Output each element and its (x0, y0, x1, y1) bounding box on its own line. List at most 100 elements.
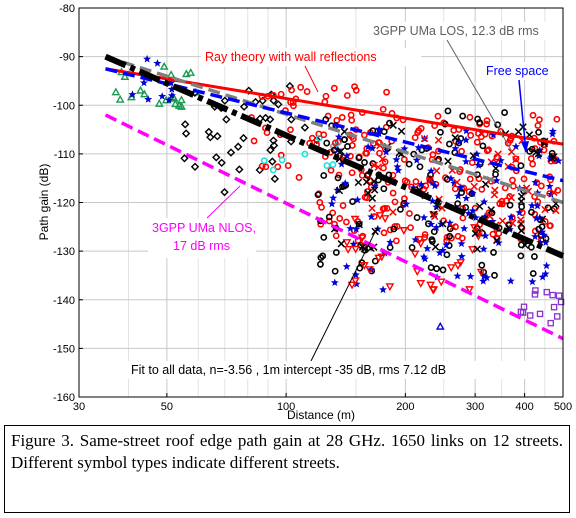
data-point (365, 266, 375, 275)
data-point (552, 206, 560, 215)
data-point (409, 183, 418, 192)
data-point (506, 201, 514, 209)
data-point (389, 189, 397, 197)
data-point (509, 176, 516, 184)
data-point (320, 233, 328, 241)
data-point (518, 203, 526, 211)
data-point (374, 163, 382, 171)
annotation-ray-theory: Ray theory with wall reflections (201, 48, 421, 93)
data-point (538, 272, 547, 281)
data-point (470, 224, 479, 233)
data-point (517, 192, 526, 201)
data-point (483, 117, 491, 125)
data-point (343, 92, 351, 99)
data-point (222, 115, 231, 124)
data-point (474, 115, 482, 123)
model-line-fit-to-all-data (104, 53, 565, 259)
data-point (453, 178, 461, 186)
data-point (403, 178, 411, 186)
data-point (181, 129, 191, 138)
data-point (446, 174, 455, 183)
x-axis-label: Distance (m) (287, 408, 355, 422)
data-point (270, 174, 280, 184)
data-point (362, 149, 370, 157)
data-point (368, 204, 376, 213)
y-tick-label: -150 (53, 343, 75, 355)
data-point (550, 188, 558, 197)
data-point (434, 136, 443, 144)
data-point (220, 96, 230, 105)
data-point (494, 150, 502, 158)
data-point (337, 147, 345, 156)
data-point (392, 155, 401, 164)
data-point (542, 261, 551, 270)
data-point (473, 245, 482, 253)
data-point (417, 180, 426, 188)
data-point (431, 243, 440, 251)
data-point (389, 208, 397, 216)
data-point (258, 162, 266, 170)
data-point (389, 121, 397, 129)
data-point (479, 244, 488, 253)
data-point (287, 126, 294, 134)
data-point (462, 135, 470, 144)
data-point (439, 220, 447, 228)
data-point (412, 178, 420, 186)
data-point (459, 112, 467, 120)
data-point (375, 124, 384, 133)
data-point (531, 253, 538, 260)
data-point (512, 155, 520, 164)
data-point (529, 270, 537, 277)
data-point (120, 72, 130, 80)
data-point (380, 215, 390, 224)
data-point (444, 157, 452, 165)
x-tick-label: 200 (396, 401, 414, 413)
data-point (446, 264, 456, 273)
data-point (261, 113, 270, 123)
data-point (217, 158, 226, 167)
data-point (541, 269, 550, 278)
data-point (451, 185, 459, 193)
data-point (470, 182, 478, 191)
data-point (548, 129, 557, 138)
y-tick-label: -80 (59, 3, 75, 15)
data-point (432, 167, 441, 175)
data-point (462, 157, 470, 166)
data-point (166, 70, 176, 78)
data-point (515, 208, 524, 216)
annotation-fit-text: Fit to all data, n=-3.56 , 1m intercept … (131, 363, 446, 377)
data-point (490, 249, 497, 256)
data-point (390, 225, 398, 233)
y-tick-label: -90 (59, 52, 75, 64)
data-point (370, 182, 379, 190)
data-point (367, 212, 376, 221)
data-point (426, 175, 435, 184)
y-tick-label: -140 (53, 295, 75, 307)
x-tick-label: 400 (515, 401, 533, 413)
data-point (325, 213, 333, 221)
data-point (479, 272, 488, 280)
data-point (348, 169, 356, 177)
data-point (489, 130, 498, 139)
data-point (380, 164, 387, 172)
data-point (338, 114, 346, 121)
data-point (397, 127, 406, 135)
data-point (460, 224, 469, 233)
data-point (498, 200, 506, 208)
data-point (329, 193, 338, 202)
data-point (376, 149, 383, 157)
data-point (511, 142, 520, 150)
data-point (427, 220, 436, 228)
model-line-3gpp-uma-los (104, 54, 564, 205)
data-point (180, 154, 189, 163)
data-point (443, 251, 451, 259)
data-point (167, 91, 176, 99)
data-point (167, 85, 176, 93)
data-point (177, 95, 186, 104)
data-point (468, 159, 476, 166)
data-point (541, 205, 549, 214)
data-point (501, 109, 508, 116)
data-point (349, 198, 356, 205)
data-point (451, 144, 460, 152)
